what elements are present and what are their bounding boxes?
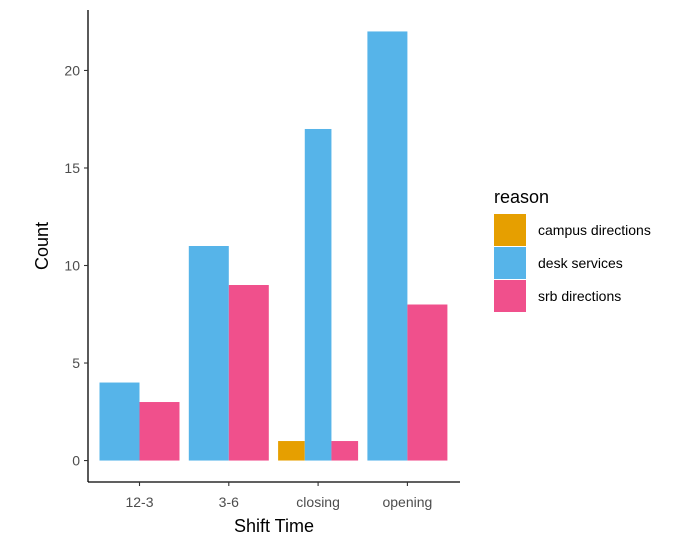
bar-3-6-desk-services [188, 246, 229, 461]
x-ticks-group: 12-3 3-6 closing opening [125, 482, 432, 510]
bars-group [99, 31, 448, 461]
y-tick-label-20: 20 [64, 62, 80, 78]
x-tick-label-3-6: 3-6 [219, 494, 239, 510]
y-tick-label-0: 0 [72, 453, 80, 469]
bar-3-6-srb-directions [228, 285, 269, 461]
bar-opening-srb-directions [407, 304, 448, 461]
bar-closing-srb-directions [331, 441, 359, 461]
legend-label-desk-services: desk services [538, 255, 623, 271]
legend: reason campus directions desk services srb… [494, 187, 651, 312]
legend-items: campus directions desk services srb direct… [494, 214, 651, 312]
bar-12-3-srb-directions [139, 402, 180, 461]
y-axis-title: Count [32, 222, 52, 270]
x-tick-label-opening: opening [382, 494, 432, 510]
x-axis-title: Shift Time [234, 516, 314, 536]
y-tick-label-5: 5 [72, 355, 80, 371]
x-tick-label-12-3: 12-3 [125, 494, 153, 510]
bar-closing-desk-services [304, 128, 332, 461]
plot-area: 0 5 10 15 20 12-3 3-6 closing opening [64, 10, 460, 510]
legend-key-srb-directions [494, 280, 526, 312]
legend-key-desk-services [494, 247, 526, 279]
y-tick-label-15: 15 [64, 160, 80, 176]
y-tick-label-10: 10 [64, 258, 80, 274]
x-tick-label-closing: closing [296, 494, 340, 510]
bar-closing-campus-directions [278, 441, 305, 461]
legend-key-campus-directions [494, 214, 526, 246]
legend-title: reason [494, 187, 549, 207]
y-ticks-group: 0 5 10 15 20 [64, 62, 88, 469]
bar-opening-desk-services [367, 31, 408, 461]
bar-12-3-desk-services [99, 382, 140, 461]
legend-label-campus-directions: campus directions [538, 222, 651, 238]
legend-label-srb-directions: srb directions [538, 288, 621, 304]
